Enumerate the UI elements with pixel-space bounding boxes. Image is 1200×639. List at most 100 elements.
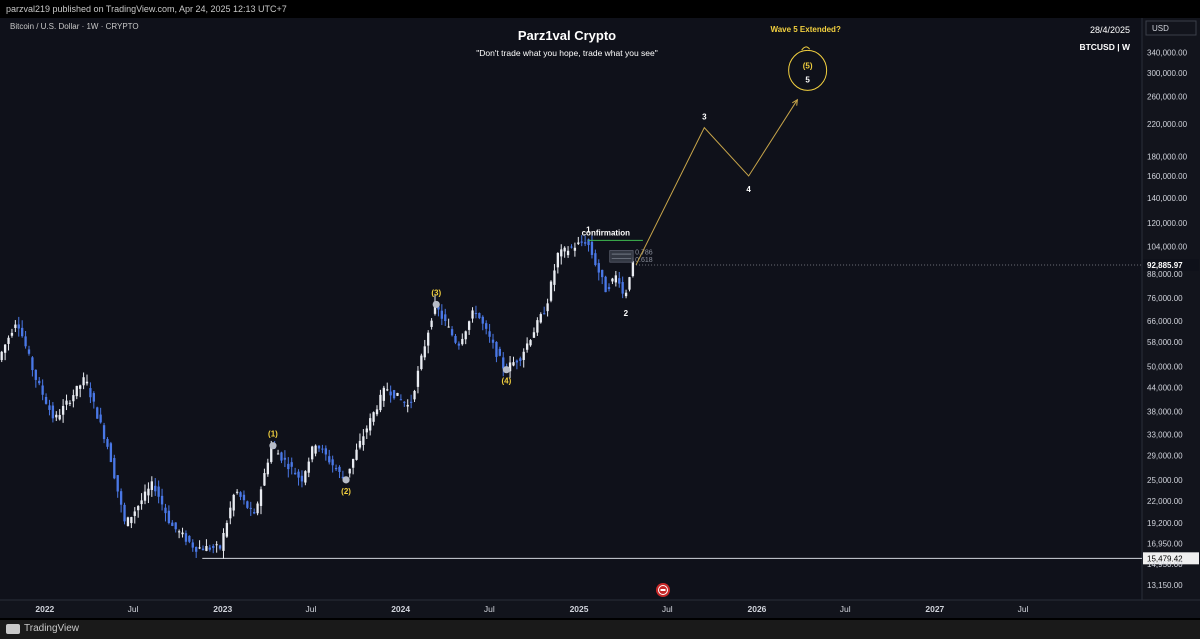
candle-body	[157, 486, 160, 497]
candle-body	[427, 332, 430, 346]
wave-label-minor: 1	[586, 225, 591, 234]
chart-title: Parz1val Crypto	[518, 28, 616, 43]
candle-body	[461, 338, 464, 345]
wave-point-marker	[502, 366, 511, 374]
candle-body	[242, 494, 246, 501]
time-axis-panel[interactable]	[0, 600, 1200, 618]
candle-body	[177, 531, 181, 533]
candle-body	[65, 400, 68, 405]
candle-body	[321, 448, 324, 450]
candle-body	[614, 275, 618, 283]
publisher-text: parzval219 published on TradingView.com,…	[6, 4, 287, 14]
last-price-badge	[1143, 258, 1199, 271]
time-tick-label: Jul	[1018, 604, 1029, 614]
candle-body	[519, 358, 522, 361]
candle-body	[208, 547, 211, 550]
wave-label-primary: (2)	[341, 487, 351, 496]
chart-area[interactable]: 15,479.42 0.786 0.618 confirmation (1) (2) (3)…	[0, 18, 1200, 618]
price-tick-label: 19,200.00	[1147, 519, 1183, 528]
candle-body	[471, 310, 474, 319]
wave5-curl-mark	[801, 46, 811, 51]
candle-body	[99, 414, 102, 423]
candle-body	[147, 488, 150, 496]
candle-body	[75, 385, 78, 397]
candle-body	[485, 323, 488, 329]
wave5-minor-label: 5	[805, 75, 810, 84]
candle-body	[386, 389, 389, 391]
candle-body	[375, 409, 379, 415]
currency-label: USD	[1152, 24, 1169, 33]
candle-body	[263, 473, 266, 486]
candle-body	[607, 287, 611, 290]
candle-body	[529, 340, 532, 346]
price-tick-label: 140,000.00	[1147, 194, 1188, 203]
date-tag: 28/4/2025	[1090, 25, 1130, 35]
candle-body	[553, 270, 556, 285]
candle-body	[324, 448, 327, 455]
candle-body	[10, 332, 14, 336]
candle-body	[495, 341, 498, 357]
candle-body	[406, 404, 409, 407]
time-tick-label: 2024	[391, 604, 410, 614]
candle-body	[72, 395, 75, 402]
candle-body	[174, 522, 177, 530]
wave-label-minor: 3	[702, 113, 707, 122]
candle-body	[198, 547, 201, 549]
confirmation-label: confirmation	[582, 228, 631, 237]
wave5-ellipse	[788, 49, 828, 91]
candle-body	[92, 393, 95, 402]
quote-text: "Don't trade what you hope, trade what y…	[476, 48, 658, 58]
candle-body	[259, 489, 263, 506]
candle-body	[34, 369, 37, 380]
price-tick-label: 260,000.00	[1147, 93, 1188, 102]
candle-body	[171, 522, 174, 526]
candle-body	[331, 459, 334, 466]
time-tick-label: Jul	[128, 604, 139, 614]
candle-body	[515, 360, 519, 363]
candle-body	[205, 546, 208, 551]
candle-body	[89, 388, 92, 398]
candle-body	[215, 544, 218, 546]
candle-body	[256, 503, 259, 514]
price-tick-label: 180,000.00	[1147, 153, 1188, 162]
time-tick-label: Jul	[662, 604, 673, 614]
price-tick-label: 25,000.00	[1147, 476, 1183, 485]
candle-body	[580, 241, 583, 243]
candle-body	[597, 263, 600, 273]
candle-body	[21, 327, 24, 337]
currency-badge[interactable]	[1145, 20, 1197, 36]
candle-body	[160, 495, 164, 505]
wave-projection-path	[635, 99, 798, 266]
candle-body	[109, 443, 113, 463]
price-tick-label: 14,950.00	[1147, 560, 1183, 569]
candle-body	[604, 276, 607, 293]
candle-body	[140, 500, 143, 505]
candle-body	[0, 351, 3, 361]
candle-body	[239, 492, 242, 497]
candle-body	[246, 501, 249, 508]
replay-button[interactable]	[656, 583, 670, 597]
candle-body	[283, 457, 287, 460]
candle-body	[154, 485, 157, 492]
candle-body	[358, 440, 362, 448]
candle-body	[17, 324, 20, 329]
candle-body	[116, 475, 119, 492]
candle-body	[102, 425, 106, 440]
candle-body	[399, 399, 403, 401]
candle-body	[181, 532, 184, 535]
tradingview-logo[interactable]: TradingView	[6, 623, 79, 634]
candle-body	[191, 542, 194, 548]
candle-body	[444, 314, 447, 321]
candle-body	[543, 313, 546, 315]
price-tick-label: 33,000.00	[1147, 430, 1183, 439]
wave-point-marker	[342, 476, 350, 484]
candle-body	[317, 445, 321, 449]
price-axis-panel[interactable]	[1142, 18, 1200, 600]
price-tick-label: 300,000.00	[1147, 69, 1188, 78]
candle-body	[423, 346, 426, 358]
candle-body	[573, 247, 577, 251]
candle-body	[532, 332, 536, 338]
candle-body	[14, 324, 17, 328]
candle-body	[300, 475, 304, 482]
